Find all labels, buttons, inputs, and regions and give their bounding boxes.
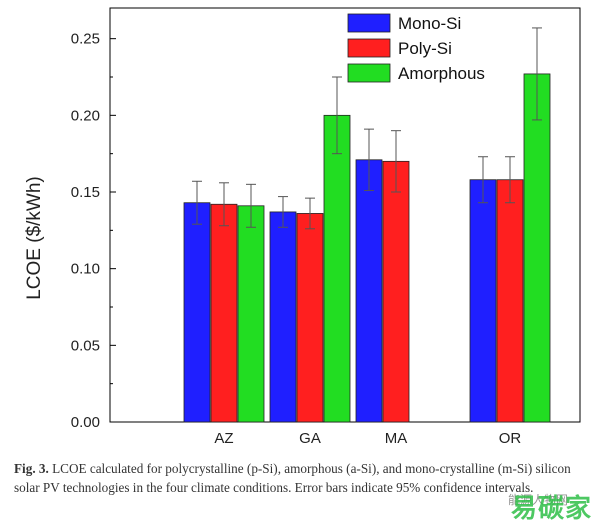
- bar-mono-si-ma: [355, 159, 383, 423]
- bar-poly-si-or: [496, 179, 524, 423]
- bar-amorphous-az: [237, 205, 265, 423]
- y-tick-label: 0.25: [71, 31, 100, 48]
- legend-swatch: [347, 13, 391, 33]
- figure-caption: Fig. 3. LCOE calculated for polycrystall…: [14, 459, 574, 497]
- watermark-subtext: 能源人物网: [507, 493, 568, 507]
- bar-amorphous-or: [523, 73, 551, 423]
- legend-label: Poly-Si: [398, 39, 452, 58]
- x-category-label: MA: [385, 430, 408, 447]
- legend: Mono-Si Poly-Si Amorphous: [347, 13, 485, 83]
- bar-poly-si-ma: [382, 160, 410, 423]
- caption-label: Fig. 3.: [14, 461, 49, 476]
- bars: [183, 73, 551, 423]
- bar-mono-si-or: [469, 179, 497, 423]
- legend-swatch: [347, 63, 391, 83]
- legend-swatch: [347, 38, 391, 58]
- x-category-label: OR: [499, 430, 522, 447]
- y-tick-label: 0.00: [71, 414, 100, 431]
- watermark-logo: 易碳家: [510, 494, 592, 524]
- bar-mono-si-ga: [269, 211, 297, 423]
- error-bars: [192, 27, 542, 230]
- bar-poly-si-az: [210, 203, 238, 423]
- y-tick-label: 0.05: [71, 337, 100, 354]
- legend-label: Mono-Si: [398, 14, 461, 33]
- legend-label: Amorphous: [398, 64, 485, 83]
- y-axis: 0.00 0.05 0.10 0.15 0.20 0.25: [71, 31, 116, 431]
- bar-mono-si-az: [183, 202, 211, 423]
- y-tick-label: 0.15: [71, 184, 100, 201]
- x-category-label: GA: [299, 430, 321, 447]
- bar-amorphous-ga: [323, 114, 351, 423]
- caption-text: LCOE calculated for polycrystalline (p-S…: [14, 461, 571, 495]
- x-category-label: AZ: [214, 430, 233, 447]
- y-tick-label: 0.10: [71, 261, 100, 278]
- y-tick-label: 0.20: [71, 107, 100, 124]
- bar-poly-si-ga: [296, 213, 324, 423]
- y-axis-title: LCOE ($/kWh): [24, 176, 45, 300]
- lcoe-bar-chart: 0.00 0.05 0.10 0.15 0.20 0.25 AZ GA MA OR LCOE (…: [24, 7, 581, 447]
